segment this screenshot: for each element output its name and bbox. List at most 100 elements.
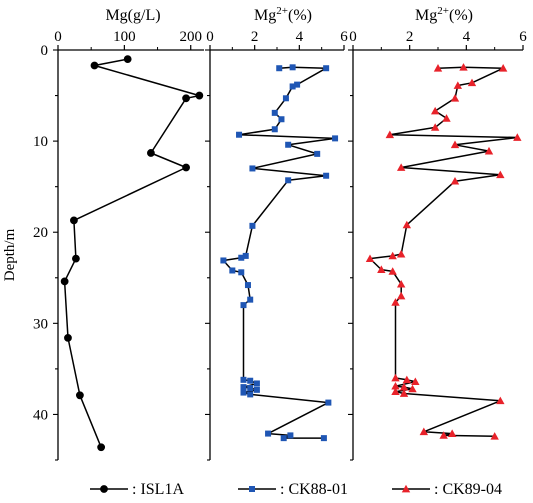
panel-3-xtick-label: 4 (463, 29, 471, 45)
CK89-04-point (419, 427, 429, 436)
CK89-04-point (467, 78, 477, 87)
CK88-01-point (249, 222, 256, 229)
ISL1A-point (123, 55, 132, 64)
CK89-04-point (496, 396, 505, 405)
ISL1A-point (70, 216, 78, 225)
panel-1-xtick-label: 0 (54, 29, 62, 45)
CK89-04-point (439, 431, 448, 439)
CK89-04-point (396, 279, 406, 288)
ISL1A-point (182, 163, 190, 172)
ytick-label: 30 (33, 316, 48, 332)
CK88-01-point (289, 64, 296, 71)
panel-2-title: Mg2+(%) (254, 5, 312, 24)
CK88-01-point (280, 435, 287, 442)
CK88-01-point (240, 384, 247, 391)
CK88-01-point (325, 399, 332, 406)
CK89-04-point (453, 81, 463, 89)
panel-2-xtick-label: 4 (296, 29, 304, 45)
CK88-01-point (271, 126, 278, 133)
ISL1A-point (97, 443, 106, 452)
CK89-04-point (447, 429, 457, 437)
CK88-01-point (240, 389, 247, 396)
CK88-01-point (229, 267, 236, 274)
CK89-04-point (399, 389, 409, 397)
CK88-01-point (238, 254, 245, 261)
CK88-01-point (285, 177, 292, 184)
CK88-01-point (332, 135, 339, 142)
CK88-01-point (323, 65, 330, 72)
CK88-01-point (323, 172, 330, 179)
panel-1-title: Mg(g/L) (105, 7, 160, 24)
legend-marker-3 (401, 484, 411, 493)
ytick-label: 40 (33, 407, 48, 423)
CK89-04-point (490, 432, 499, 440)
CK88-01-point (247, 377, 254, 384)
CK88-01-point (220, 257, 227, 264)
CK88-01-point (240, 376, 247, 383)
CK88-01-point (253, 386, 260, 393)
CK89-04-point (388, 267, 397, 275)
panel-3-title: Mg2+(%) (415, 5, 473, 24)
CK89-04-point (391, 387, 400, 396)
ISL1A-point (195, 91, 204, 100)
CK88-01-point (238, 269, 245, 276)
CK88-01-point (249, 165, 256, 172)
CK88-01-point (247, 385, 254, 392)
CK88-01-point (240, 302, 247, 309)
CK88-01-point (265, 430, 272, 437)
ytick-label: 0 (41, 43, 49, 59)
CK88-01-point (253, 380, 260, 387)
ISL1A-point (76, 391, 84, 400)
legend-marker-2 (249, 486, 255, 492)
CK89-04-point (459, 63, 468, 71)
panel-2-xtick-label: 0 (206, 29, 214, 45)
ISL1A-point (60, 277, 69, 286)
CK88-01-point (294, 81, 301, 88)
CK89-04-point (450, 177, 460, 185)
CK89-04-point (513, 133, 522, 141)
ISL1A-point (182, 94, 190, 103)
CK89-04-point (391, 298, 400, 306)
CK88-01-point (247, 391, 254, 398)
CK88-01-point (276, 65, 283, 72)
CK89-04-point (402, 375, 412, 384)
CK89-04-point (388, 251, 397, 260)
CK89-04-point (433, 64, 443, 72)
CK89-04-point (396, 163, 406, 171)
CK89-04-point (430, 123, 440, 131)
CK89-04-point (402, 220, 412, 229)
CK88-01-point (271, 109, 278, 116)
CK89-04-point (365, 254, 375, 263)
legend-marker-1 (100, 485, 108, 493)
CK88-01-point (314, 150, 321, 157)
CK89-04-point (396, 291, 406, 300)
CK88-01-point (320, 435, 327, 442)
CK89-04-point (411, 377, 420, 386)
ISL1A-point (90, 61, 99, 70)
CK89-04-point (396, 249, 406, 258)
CK89-04-point (408, 384, 417, 393)
CK88-01-point (287, 432, 294, 439)
CK89-04-point (496, 170, 505, 179)
ISL1A-point (147, 149, 155, 157)
legend-label-1: : ISL1A (132, 481, 184, 498)
ISL1A-line (63, 58, 201, 448)
panel-1-xtick-label: 100 (113, 29, 136, 45)
panel-3-xtick-label: 2 (406, 29, 414, 45)
CK88-01-point (278, 116, 285, 123)
CK88-01-point (285, 141, 292, 148)
legend-label-2: : CK88-01 (280, 481, 348, 498)
CK88-01-point (289, 83, 296, 90)
panel-2-xtick-label: 2 (251, 29, 259, 45)
panel-1-xtick-label: 200 (179, 29, 202, 45)
CK89-04-point (391, 373, 400, 382)
CK88-01-point (242, 252, 249, 259)
panel-3-xtick-label: 6 (519, 29, 527, 45)
CK89-04-point (391, 382, 400, 390)
y-axis-label: Depth/m (2, 228, 18, 281)
CK89-04-point (484, 146, 494, 155)
CK88-01-line (222, 66, 336, 439)
legend-label-3: : CK89-04 (434, 481, 502, 498)
ytick-label: 10 (33, 134, 48, 150)
